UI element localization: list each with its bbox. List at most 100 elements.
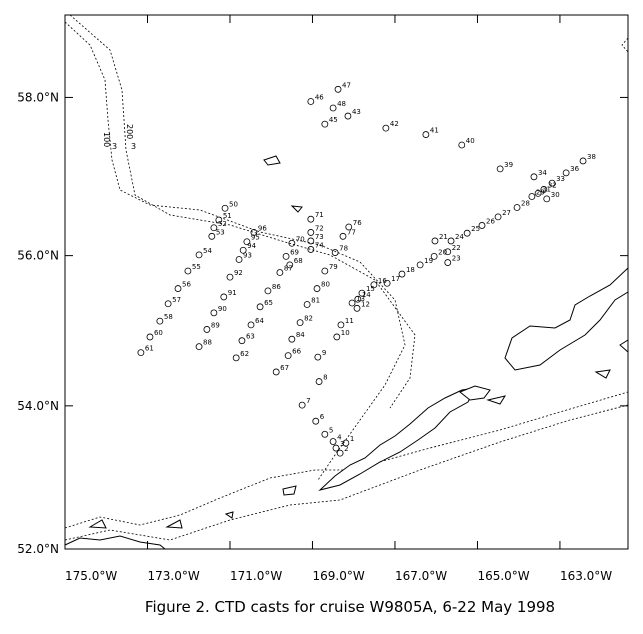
station [336,449,344,457]
station-label: 16 [378,277,387,285]
station-label: 70 [296,235,305,243]
station [353,304,361,312]
island [619,339,629,354]
station [146,333,154,341]
island [88,519,107,529]
y-tick-label: 54.0°N [17,399,59,413]
station-label: 39 [504,161,513,169]
station [329,104,337,112]
station-label: 14 [362,291,371,299]
x-tick-label: 169.0°W [312,569,364,583]
station-label: 21 [439,233,448,241]
station [137,349,145,357]
station [282,253,290,260]
station-label: 89 [211,321,220,329]
station [562,169,570,177]
station-label: 96 [258,224,267,232]
station-label: 4 [337,434,342,442]
station-label: 57 [172,296,181,304]
station [358,289,366,297]
station-label: 77 [347,228,356,236]
station [458,141,466,149]
island [263,155,281,166]
station [256,303,264,311]
station [314,353,322,361]
depth-contours [64,14,629,541]
station-label: 61 [145,345,154,353]
contour [64,21,406,481]
station [332,444,340,452]
station-label: 86 [272,283,281,291]
station-label: 51 [223,212,232,220]
x-tick-label: 167.0°W [395,569,447,583]
station-label: 54 [203,247,212,255]
island [165,519,183,529]
station [354,295,362,303]
station [307,98,315,105]
station [463,229,471,237]
station [329,438,337,445]
station [342,439,350,447]
station [321,430,329,438]
island [486,395,507,405]
station [312,417,320,425]
station-label: 9 [322,349,326,357]
station [534,189,542,197]
station [543,195,551,203]
station [174,285,182,292]
station [416,261,424,269]
station-label: 56 [182,281,191,289]
station [288,239,296,247]
station [203,326,211,333]
station-label: 18 [406,266,415,274]
station-label: 93 [243,251,252,259]
station [315,378,323,385]
y-tick-label: 56.0°N [17,249,59,263]
station [431,237,439,245]
station [422,131,430,138]
station-label: 40 [466,137,475,145]
station [232,354,240,362]
station-label: 66 [292,348,301,356]
station-label: 65 [264,299,273,307]
station-label: 28 [521,199,530,207]
contour [69,14,416,409]
station [298,401,306,409]
station [210,224,218,232]
station-label: 64 [255,317,264,325]
station [195,343,203,351]
station [303,301,311,308]
station-label: 27 [502,209,511,217]
station [247,321,255,329]
x-tick-label: 175.0°W [65,569,117,583]
station [494,213,502,221]
station [579,157,587,165]
station-label: 69 [290,248,299,256]
station-label: 13 [356,295,365,303]
station-label: 34 [538,169,547,177]
station-label: 88 [203,339,212,347]
station [383,279,391,287]
island [290,205,303,213]
station [307,229,315,236]
station [296,319,304,327]
station [307,215,315,223]
station [478,222,486,229]
contour-label: 3 [131,142,136,151]
station-label: 31 [542,185,551,193]
station [307,246,315,253]
station-label: 87 [284,265,293,273]
station [321,120,329,128]
station [444,248,452,256]
station [337,321,345,329]
station [339,232,347,240]
island [64,535,167,550]
station-label: 8 [323,374,327,382]
station [276,269,284,276]
station [344,112,352,120]
station [331,249,339,256]
station [156,317,164,325]
station [164,300,172,308]
station-label: 80 [321,281,330,289]
station [235,256,243,263]
